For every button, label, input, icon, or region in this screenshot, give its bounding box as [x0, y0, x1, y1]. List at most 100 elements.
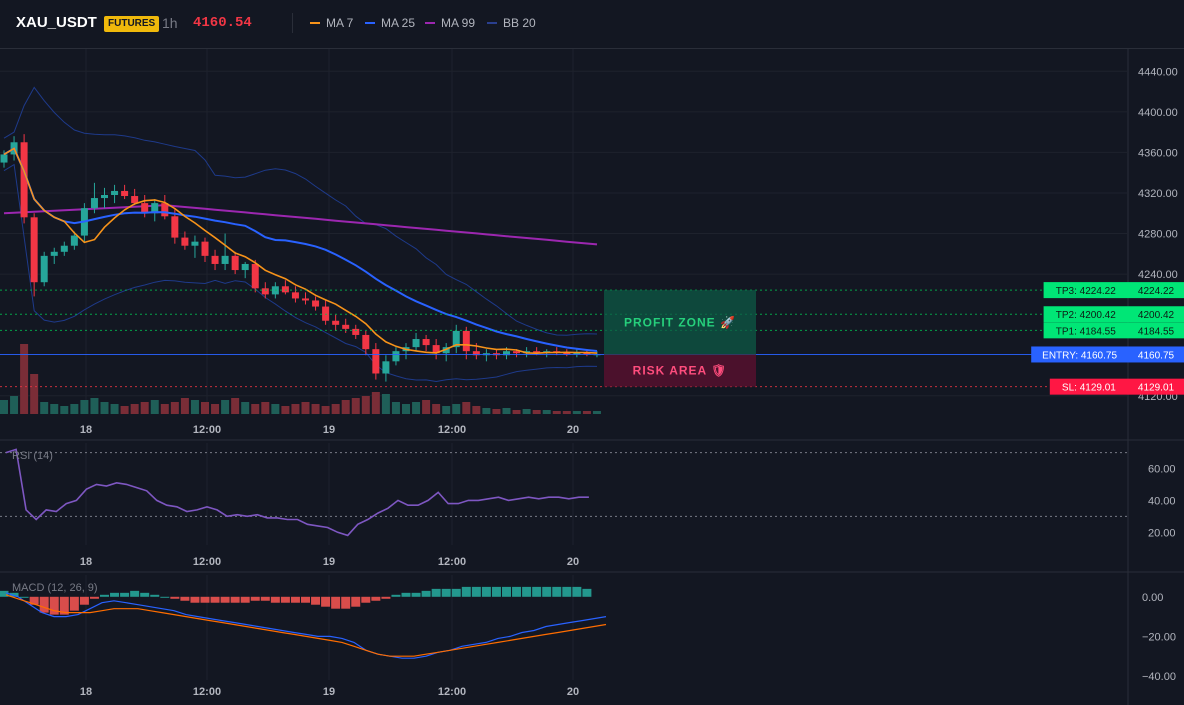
level-label-text-entry: ENTRY: 4160.75: [1042, 350, 1117, 361]
candle-body: [151, 203, 159, 214]
time-tick-label: 19: [323, 556, 335, 568]
macd-histogram-bar: [200, 596, 210, 603]
volume-bar: [311, 404, 320, 414]
legend-ma99[interactable]: MA 99: [425, 16, 475, 30]
volume-bar: [180, 398, 189, 414]
macd-histogram-bar: [481, 586, 491, 597]
rsi-line: [5, 448, 589, 537]
candle-body: [372, 349, 380, 374]
candle-body: [412, 339, 420, 348]
candle-body: [261, 288, 269, 295]
candle-body: [70, 235, 78, 246]
volume-bar: [422, 400, 431, 414]
macd-signal-line: [5, 594, 607, 657]
candle-body: [241, 263, 249, 271]
macd-histogram-bar: [29, 596, 39, 605]
last-price: 4160.54: [193, 15, 252, 31]
candle-body: [302, 298, 309, 301]
macd-histogram-bar: [110, 592, 120, 597]
macd-histogram-bar: [552, 586, 562, 597]
candle-body: [422, 339, 430, 346]
volume-bar: [291, 404, 300, 414]
level-label-tp3: [1043, 282, 1128, 299]
candle-body: [382, 361, 390, 374]
legend-ma99-label: MA 99: [441, 16, 476, 30]
legend-ma7[interactable]: MA 7: [310, 16, 353, 30]
volume-bar: [10, 396, 19, 414]
macd-tick-label: −40.00: [1142, 671, 1176, 683]
volume-bar: [341, 400, 350, 414]
volume-bar: [110, 404, 119, 414]
time-tick-label: 18: [80, 556, 92, 568]
futures-badge: FUTURES: [104, 16, 160, 32]
volume-bar: [201, 402, 209, 414]
ma99-line: [3, 204, 598, 246]
rsi-tick-label: 40.00: [1148, 495, 1176, 507]
legend-ma25[interactable]: MA 25: [365, 16, 415, 30]
price-tick-label: 4240.00: [1138, 269, 1178, 281]
candle-body: [60, 245, 68, 252]
macd-histogram-bar: [230, 596, 240, 603]
level-label-text-sl: SL: 4129.01: [1062, 383, 1116, 394]
symbol-name[interactable]: XAU_USDT: [16, 14, 97, 31]
candle-body: [392, 351, 400, 362]
candle-body: [191, 241, 199, 246]
macd-histogram-bar: [120, 592, 130, 597]
level-axis-sl: [1128, 378, 1184, 395]
volume-bar: [100, 402, 109, 414]
volume-bar: [482, 408, 491, 414]
macd-histogram-bar: [69, 596, 79, 611]
volume-bar: [391, 402, 400, 414]
legend-bb20-label: BB 20: [503, 16, 536, 30]
volume-bar: [582, 411, 591, 414]
volume-bar: [562, 411, 571, 414]
candle-body: [322, 306, 330, 321]
level-label-text-tp3: TP3: 4224.22: [1056, 286, 1116, 297]
profit-zone-box: [604, 290, 756, 355]
volume-bar: [261, 402, 270, 414]
candle-body: [181, 237, 189, 246]
time-tick-label: 12:00: [438, 424, 466, 436]
timeframe-label[interactable]: 1h: [162, 15, 178, 31]
candle-body: [141, 203, 149, 214]
macd-histogram-bar: [522, 586, 532, 597]
macd-histogram-bar: [471, 586, 481, 597]
rsi-tick-label: 20.00: [1148, 527, 1176, 539]
rsi-tick-label: 60.00: [1148, 464, 1176, 476]
macd-histogram-bar: [270, 596, 280, 603]
macd-histogram-bar: [0, 590, 9, 597]
macd-histogram-bar: [321, 596, 331, 607]
macd-histogram-bar: [250, 596, 260, 601]
price-tick-label: 4320.00: [1138, 188, 1178, 200]
candle-body: [342, 324, 350, 329]
volume-bar: [130, 404, 139, 414]
candle-body: [161, 203, 169, 217]
candle-body: [0, 154, 8, 163]
level-label-tp2: [1043, 306, 1128, 323]
volume-bar: [472, 406, 481, 414]
macd-histogram-bar: [140, 592, 150, 597]
candle-body: [553, 351, 561, 353]
volume-bar: [241, 402, 250, 414]
time-tick-label: 20: [567, 424, 579, 436]
candle-body: [40, 255, 48, 283]
level-axis-tp1: [1128, 322, 1184, 339]
level-label-tp1: [1043, 322, 1128, 339]
toolbar-divider: [292, 13, 293, 33]
candle-body: [312, 300, 320, 307]
volume-bar: [80, 400, 89, 414]
volume-bar: [0, 400, 8, 414]
macd-histogram-bar: [39, 596, 49, 613]
candle-body: [563, 352, 571, 355]
level-axis-text-tp3: 4224.22: [1138, 286, 1175, 297]
time-tick-label: 20: [567, 686, 579, 698]
macd-histogram-bar: [381, 596, 391, 599]
volume-bar: [231, 398, 240, 414]
macd-histogram-bar: [341, 596, 351, 609]
volume-bar: [90, 398, 99, 414]
ma7-line: [3, 147, 598, 355]
candle-body: [291, 292, 299, 299]
legend-ma7-label: MA 7: [326, 16, 354, 30]
legend-bb20[interactable]: BB 20: [487, 16, 536, 30]
